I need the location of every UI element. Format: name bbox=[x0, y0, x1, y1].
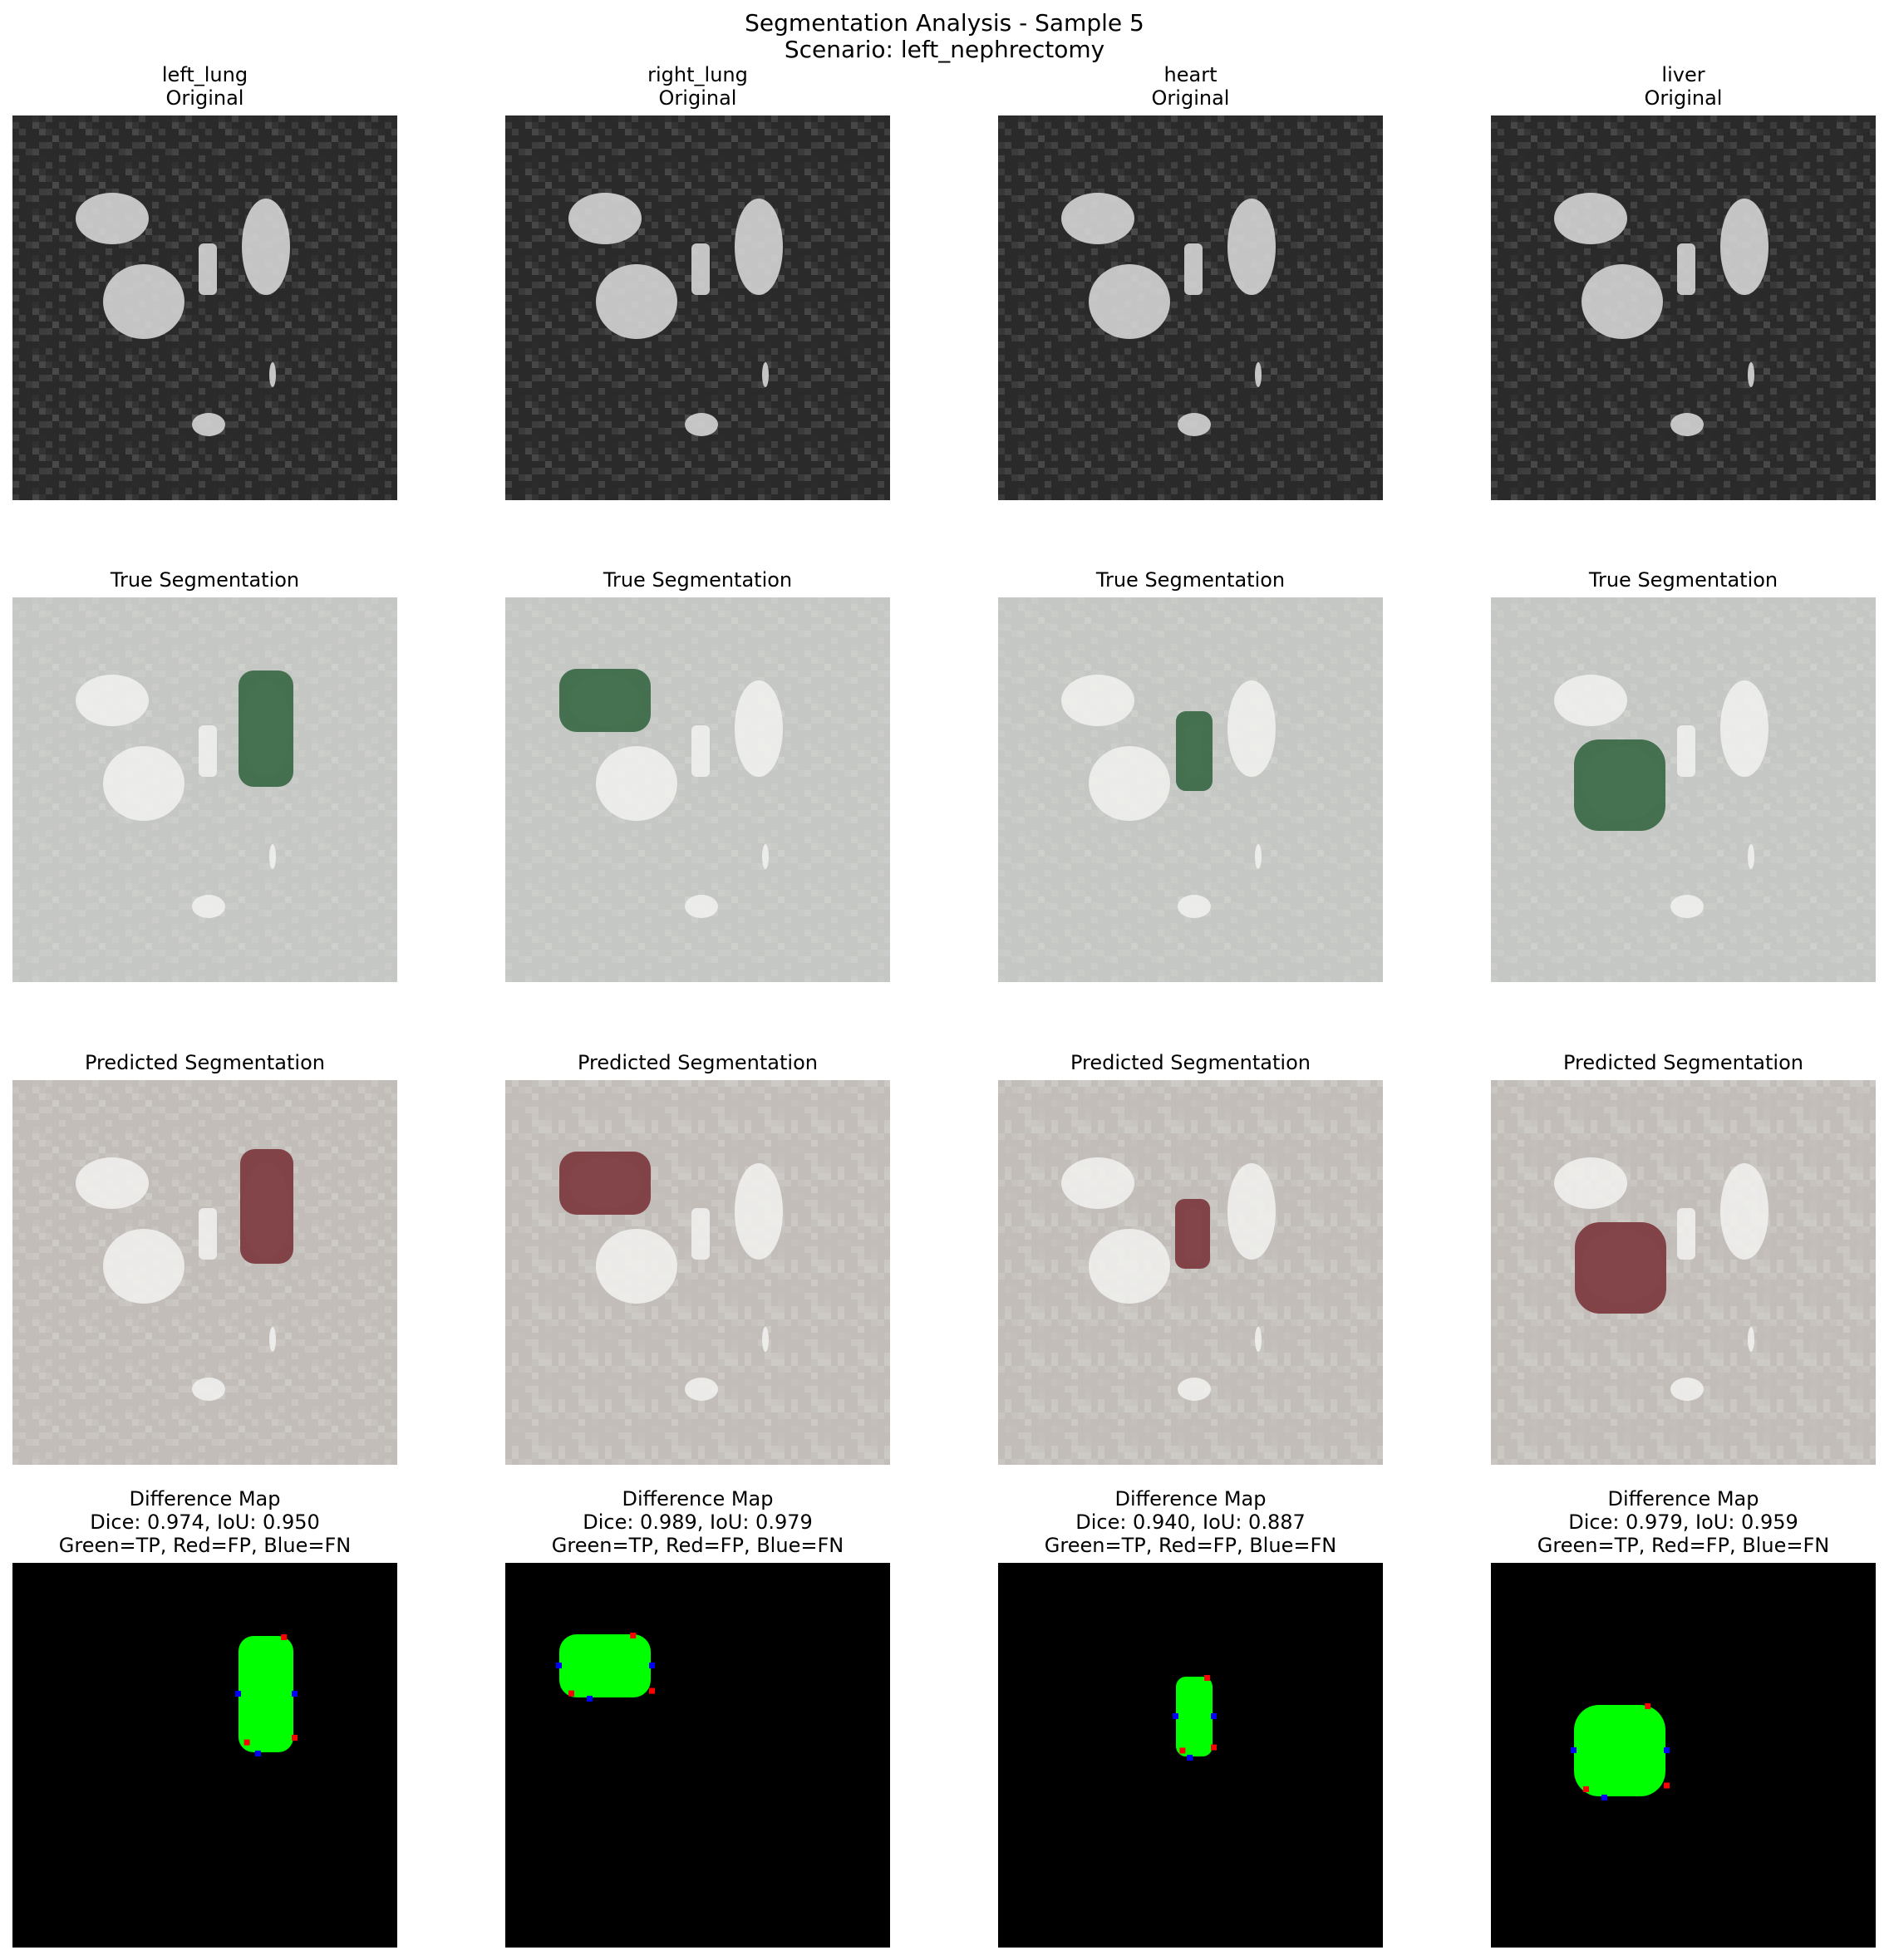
difference-map-metrics: Dice: 0.940, IoU: 0.887 bbox=[1075, 1511, 1306, 1534]
difference-map-legend: Green=TP, Red=FP, Blue=FN bbox=[551, 1534, 844, 1557]
true-segmentation-title: True Segmentation bbox=[603, 568, 793, 592]
difference-map-image bbox=[998, 1563, 1383, 1948]
difference-map-title: Difference Map bbox=[622, 1487, 774, 1511]
predicted-segmentation-title: Predicted Segmentation bbox=[85, 1051, 325, 1074]
predicted-segmentation-overlay bbox=[505, 1080, 890, 1465]
column-title-original: Original bbox=[658, 86, 737, 110]
column-title-original: Original bbox=[165, 86, 244, 110]
column-title-original: Original bbox=[1151, 86, 1230, 110]
difference-map-title: Difference Map bbox=[1114, 1487, 1267, 1511]
column-title-organ: left_lung bbox=[161, 63, 248, 86]
original-scan-image bbox=[12, 115, 397, 500]
difference-map-title: Difference Map bbox=[129, 1487, 281, 1511]
difference-map-legend: Green=TP, Red=FP, Blue=FN bbox=[1537, 1534, 1830, 1557]
true-segmentation-title: True Segmentation bbox=[110, 568, 300, 592]
predicted-segmentation-overlay bbox=[12, 1080, 397, 1465]
predicted-segmentation-overlay bbox=[1491, 1080, 1876, 1465]
difference-map-image bbox=[505, 1563, 890, 1948]
original-scan-image bbox=[998, 115, 1383, 500]
predicted-segmentation-title: Predicted Segmentation bbox=[1070, 1051, 1311, 1074]
difference-map-legend: Green=TP, Red=FP, Blue=FN bbox=[1044, 1534, 1337, 1557]
true-segmentation-overlay bbox=[12, 597, 397, 982]
true-segmentation-overlay bbox=[998, 597, 1383, 982]
column-title-original: Original bbox=[1644, 86, 1723, 110]
predicted-segmentation-title: Predicted Segmentation bbox=[578, 1051, 818, 1074]
true-segmentation-title: True Segmentation bbox=[1588, 568, 1778, 592]
column-title-organ: right_lung bbox=[647, 63, 748, 86]
difference-map-legend: Green=TP, Red=FP, Blue=FN bbox=[58, 1534, 352, 1557]
difference-map-title: Difference Map bbox=[1607, 1487, 1759, 1511]
difference-map-metrics: Dice: 0.989, IoU: 0.979 bbox=[583, 1511, 813, 1534]
column-title-organ: liver bbox=[1661, 63, 1705, 86]
original-scan-image bbox=[1491, 115, 1876, 500]
difference-map-metrics: Dice: 0.979, IoU: 0.959 bbox=[1568, 1511, 1798, 1534]
predicted-segmentation-title: Predicted Segmentation bbox=[1563, 1051, 1803, 1074]
difference-map-metrics: Dice: 0.974, IoU: 0.950 bbox=[90, 1511, 320, 1534]
predicted-segmentation-overlay bbox=[998, 1080, 1383, 1465]
column-title-organ: heart bbox=[1163, 63, 1218, 86]
difference-map-image bbox=[1491, 1563, 1876, 1948]
original-scan-image bbox=[505, 115, 890, 500]
true-segmentation-overlay bbox=[505, 597, 890, 982]
true-segmentation-overlay bbox=[1491, 597, 1876, 982]
figure-title-line-2: Scenario: left_nephrectomy bbox=[784, 36, 1105, 63]
difference-map-image bbox=[12, 1563, 397, 1948]
figure-title-line-1: Segmentation Analysis - Sample 5 bbox=[745, 9, 1144, 37]
true-segmentation-title: True Segmentation bbox=[1095, 568, 1286, 592]
